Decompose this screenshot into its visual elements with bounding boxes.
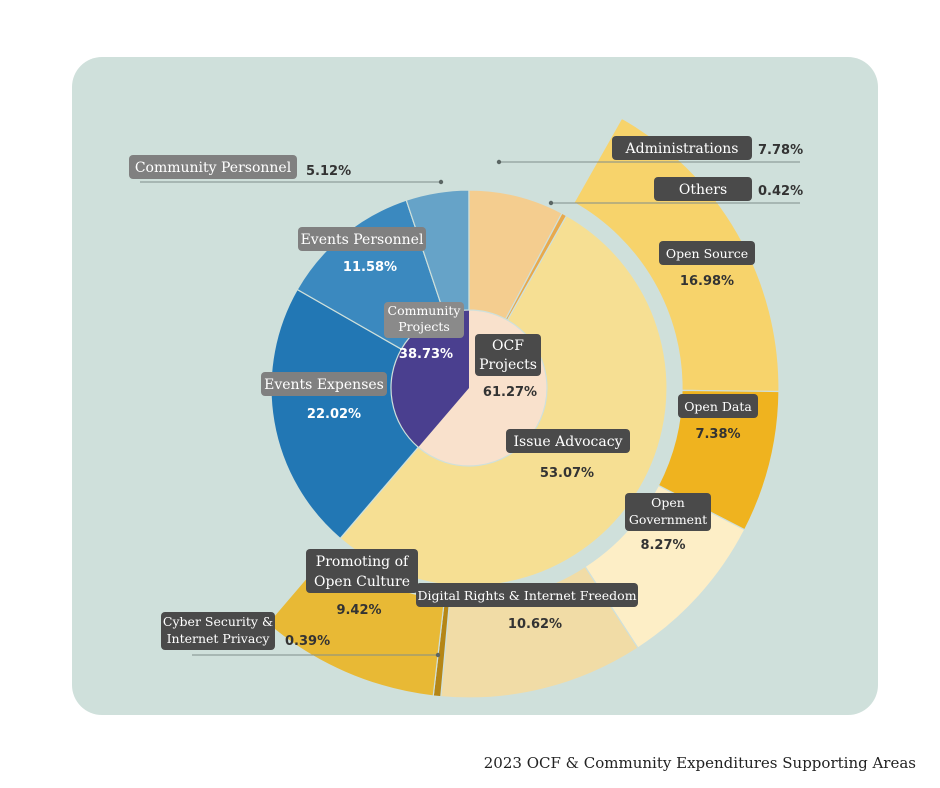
administrations-leader-dot	[496, 159, 502, 165]
promoting-open-culture-label-box	[306, 549, 418, 593]
open-source-label-box	[659, 241, 755, 265]
events-expenses-label-line: Events Expenses	[264, 377, 384, 393]
digital-rights-label-box	[416, 583, 638, 607]
events-personnel-label-line: Events Personnel	[301, 232, 424, 248]
events-expenses-value-label: 22.02%	[307, 407, 361, 422]
cyber-security-label-line: Cyber Security &	[163, 614, 273, 629]
open-source-label-line: Open Source	[666, 246, 748, 261]
cyber-security-value-label: 0.39%	[285, 634, 330, 649]
mid-slice-events-expenses	[270, 288, 420, 540]
community-projects-label-line: Community	[388, 303, 462, 318]
open-data-value-label: 7.38%	[695, 427, 740, 442]
ocf-projects-label-box	[475, 334, 541, 376]
mid-slice-issue-advocacy	[339, 214, 668, 587]
ocf-projects-value-label: 61.27%	[483, 385, 537, 400]
cyber-security-label-line: Internet Privacy	[167, 631, 271, 646]
issue-advocacy-label-box	[506, 429, 630, 453]
cyber-security-label-box	[161, 612, 275, 650]
administrations-label-box	[612, 136, 752, 160]
open-source-value-label: 16.98%	[680, 274, 734, 289]
open-government-label-box	[625, 493, 711, 531]
digital-rights-value-label: 10.62%	[508, 617, 562, 632]
open-government-value-label: 8.27%	[640, 538, 685, 553]
community-personnel-label-line: Community Personnel	[135, 160, 292, 176]
chart-caption: 2023 OCF & Community Expenditures Suppor…	[483, 754, 916, 772]
others-leader-dot	[548, 200, 554, 206]
inner-slice-community-projects	[391, 310, 469, 448]
community-projects-value-label: 38.73%	[399, 347, 453, 362]
promoting-open-culture-label-line: Open Culture	[314, 574, 410, 590]
community-personnel-label-box	[129, 155, 297, 179]
events-personnel-value-label: 11.58%	[343, 260, 397, 275]
others-value-label: 0.42%	[758, 184, 803, 199]
administrations-label-line: Administrations	[625, 141, 739, 157]
administrations-value-label: 7.78%	[758, 143, 803, 158]
cyber-security-leader-dot	[435, 652, 441, 658]
open-government-label-line: Open	[651, 495, 685, 510]
issue-advocacy-label-line: Issue Advocacy	[514, 434, 623, 450]
open-data-label-box	[678, 394, 758, 418]
promoting-open-culture-value-label: 9.42%	[336, 603, 381, 618]
community-projects-label-line: Projects	[398, 319, 450, 334]
others-label-box	[654, 177, 752, 201]
ocf-projects-label-line: Projects	[479, 357, 537, 373]
community-personnel-leader-dot	[438, 179, 444, 185]
issue-advocacy-value-label: 53.07%	[540, 466, 594, 481]
open-government-label-line: Government	[629, 512, 707, 527]
community-projects-label-box	[384, 302, 464, 338]
others-label-line: Others	[679, 182, 727, 198]
ocf-projects-label-line: OCF	[492, 338, 524, 354]
open-data-label-line: Open Data	[684, 399, 752, 414]
events-personnel-label-box	[298, 227, 426, 251]
events-expenses-label-box	[261, 372, 387, 396]
promoting-open-culture-label-line: Promoting of	[316, 554, 410, 570]
community-personnel-value-label: 5.12%	[306, 164, 351, 179]
digital-rights-label-line: Digital Rights & Internet Freedom	[417, 588, 636, 603]
